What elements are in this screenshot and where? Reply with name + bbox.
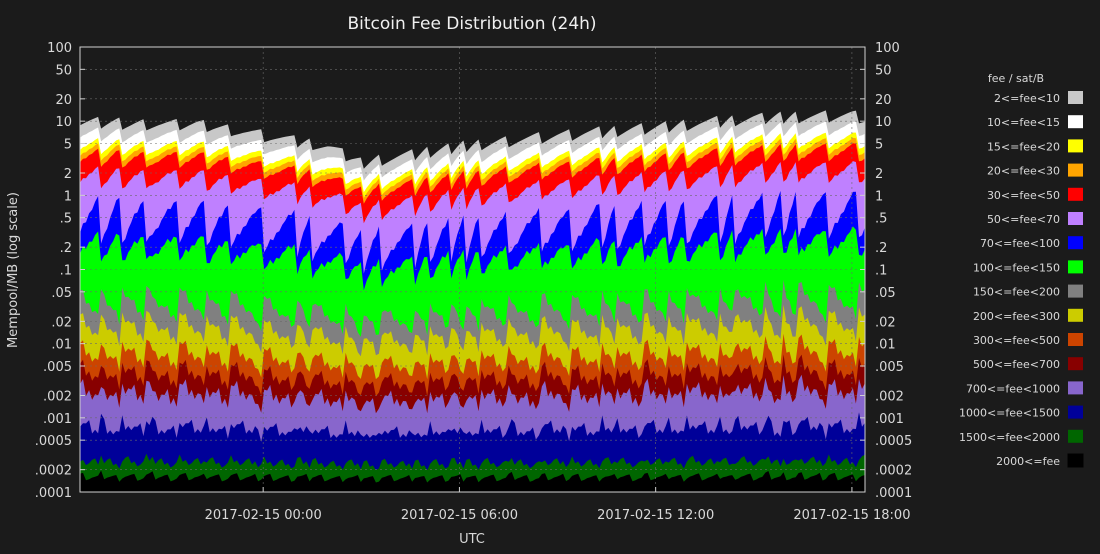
legend-swatch [1068, 236, 1083, 250]
y-tick-label-right: .0005 [875, 434, 912, 449]
legend-swatch [1068, 163, 1083, 177]
y-axis-ticks: 100 100 50 50 20 20 10 10 5 5 2 2 1 1 .5 .5 .2 .2 .1 .1 .05.… [35, 41, 912, 501]
legend-label: 70<=fee<100 [980, 237, 1060, 250]
y-tick-label-left: 2 [64, 167, 72, 182]
legend-swatch [1067, 453, 1084, 468]
y-tick-label-right: .0002 [875, 464, 912, 479]
y-tick-label-left: .2 [60, 241, 72, 256]
legend: 2<=fee<10 10<=fee<15 15<=fee<20 20<=fee<30 3… [959, 91, 1084, 468]
y-tick-label-right: 1 [875, 189, 883, 204]
y-tick-label-left: .002 [43, 390, 72, 405]
y-tick-label-right: .2 [875, 241, 887, 256]
y-tick-label-left: 50 [55, 63, 72, 78]
legend-label: 1000<=fee<1500 [959, 407, 1060, 420]
y-tick-label-left: .001 [43, 412, 72, 427]
legend-label: 2000<=fee [996, 455, 1060, 468]
legend-label: 1500<=fee<2000 [959, 431, 1060, 444]
y-tick-label-left: .05 [51, 286, 72, 301]
legend-swatch [1068, 139, 1083, 153]
y-tick-label-right: .002 [875, 390, 904, 405]
legend-label: 100<=fee<150 [973, 261, 1060, 274]
legend-label: 200<=fee<300 [973, 310, 1060, 323]
y-tick-label-right: 10 [875, 115, 892, 130]
y-tick-label-left: .0001 [35, 486, 72, 501]
y-tick-label-left: .005 [43, 360, 72, 375]
legend-swatch [1068, 357, 1083, 371]
legend-swatch [1068, 381, 1083, 395]
legend-label: 50<=fee<70 [987, 213, 1060, 226]
legend-label: 500<=fee<700 [973, 358, 1060, 371]
chart-title: Bitcoin Fee Distribution (24h) [347, 14, 596, 34]
x-tick-label: 2017-02-15 00:00 [205, 508, 322, 523]
legend-swatch [1068, 212, 1083, 225]
legend-label: 15<=fee<20 [987, 140, 1060, 153]
y-tick-label-right: .1 [875, 264, 887, 279]
y-tick-label-right: 2 [875, 167, 883, 182]
y-tick-label-right: .001 [875, 412, 904, 427]
legend-swatch [1068, 115, 1083, 129]
legend-label: 10<=fee<15 [987, 116, 1060, 129]
legend-swatch [1068, 187, 1083, 201]
y-tick-label-left: .01 [51, 338, 72, 353]
legend-label: 2<=fee<10 [994, 92, 1060, 105]
legend-swatch [1068, 284, 1083, 298]
y-tick-label-right: 5 [875, 137, 883, 152]
y-tick-label-right: 50 [875, 63, 892, 78]
grid-lines [80, 47, 865, 492]
legend-swatch [1068, 91, 1083, 104]
y-tick-label-left: 5 [64, 137, 72, 152]
y-axis-label: Mempool/MB (log scale) [6, 192, 21, 348]
y-tick-label-left: .1 [60, 264, 72, 279]
y-tick-label-left: .0002 [35, 464, 72, 479]
legend-swatch [1068, 405, 1083, 419]
x-tick-label: 2017-02-15 06:00 [401, 508, 518, 523]
y-tick-label-right: .01 [875, 338, 896, 353]
y-tick-label-right: .5 [875, 212, 887, 227]
legend-label: 300<=fee<500 [973, 334, 1060, 347]
y-tick-label-right: .005 [875, 360, 904, 375]
x-tick-label: 2017-02-15 18:00 [793, 508, 910, 523]
legend-swatch [1068, 429, 1083, 443]
y-tick-label-left: 10 [55, 115, 72, 130]
legend-label: 150<=fee<200 [973, 286, 1060, 299]
legend-label: 30<=fee<50 [987, 189, 1060, 202]
y-tick-label-right: .02 [875, 315, 896, 330]
legend-label: 20<=fee<30 [987, 165, 1060, 178]
y-tick-label-left: .5 [60, 212, 72, 227]
x-axis-ticks: 2017-02-15 00:00 2017-02-15 06:00 2017-02-… [205, 487, 910, 523]
y-tick-label-left: 1 [64, 189, 72, 204]
y-tick-label-right: 100 [875, 41, 900, 56]
plot-area [80, 110, 865, 492]
x-axis-label: UTC [459, 532, 485, 547]
legend-title: fee / sat/B [988, 72, 1044, 85]
y-tick-label-right: .05 [875, 286, 896, 301]
legend-swatch [1068, 333, 1083, 346]
y-tick-label-left: .02 [51, 315, 72, 330]
x-tick-label: 2017-02-15 12:00 [597, 508, 714, 523]
legend-label: 700<=fee<1000 [966, 382, 1060, 395]
y-tick-label-right: .0001 [875, 486, 912, 501]
legend-swatch [1068, 308, 1083, 322]
y-tick-label-left: 20 [55, 93, 72, 108]
y-tick-label-right: 20 [875, 93, 892, 108]
legend-swatch [1068, 260, 1083, 274]
y-tick-label-left: .0005 [35, 434, 72, 449]
series-area-16 [80, 470, 865, 492]
y-tick-label-left: 100 [47, 41, 72, 56]
